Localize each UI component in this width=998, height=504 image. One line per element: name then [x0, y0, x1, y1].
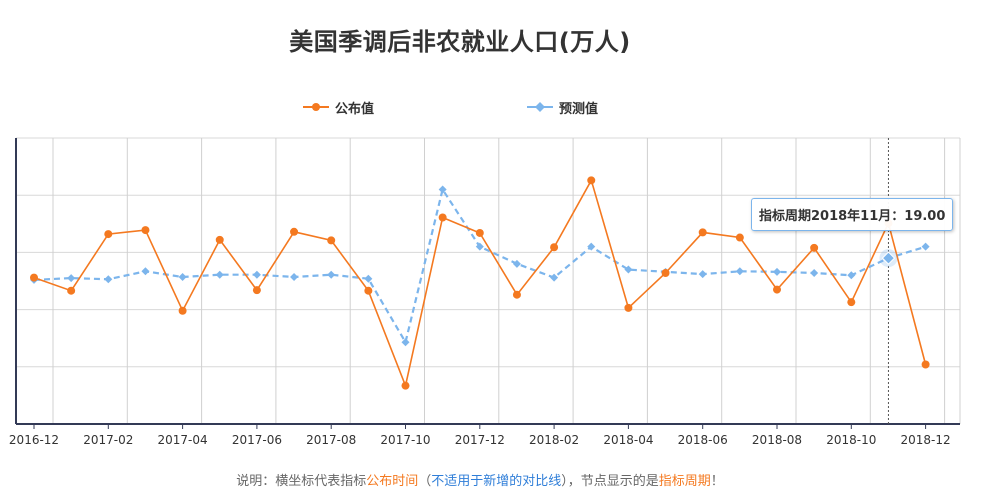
- published-point: [401, 381, 410, 390]
- forecast-point: [252, 270, 261, 279]
- note-period: 指标周期: [658, 474, 711, 489]
- forecast-point: [512, 259, 521, 268]
- published-point: [512, 290, 521, 299]
- forecast-point: [178, 272, 187, 281]
- published-point: [30, 273, 38, 282]
- forecast-point: [735, 267, 744, 276]
- forecast-point: [847, 271, 856, 280]
- published-point: [141, 226, 150, 235]
- legend-forecast-swatch: [527, 102, 553, 112]
- forecast-point: [290, 272, 299, 281]
- hover-point: [881, 251, 896, 265]
- published-point: [847, 298, 856, 307]
- note-suffix: ！: [710, 474, 724, 489]
- x-tick-label: 2017-06: [232, 433, 282, 447]
- x-tick-label: 2017-02: [83, 433, 133, 447]
- published-point: [624, 303, 633, 312]
- forecast-point: [364, 274, 373, 283]
- x-tick-label: 2017-08: [306, 433, 356, 447]
- forecast-point: [327, 270, 336, 279]
- forecast-point: [67, 274, 76, 283]
- x-tick-label: 2018-12: [901, 433, 951, 447]
- forecast-point: [773, 267, 781, 276]
- published-point: [810, 243, 819, 252]
- x-tick-label: 2016-12: [9, 433, 59, 447]
- published-point: [921, 360, 930, 369]
- published-point: [178, 306, 187, 315]
- forecast-point: [215, 270, 224, 279]
- chart-title: 美国季调后非农就业人口(万人): [289, 28, 631, 56]
- forecast-point: [104, 275, 113, 284]
- published-point: [364, 286, 373, 295]
- published-point: [215, 235, 224, 244]
- published-point: [252, 286, 261, 295]
- published-point: [475, 228, 484, 237]
- published-point: [67, 286, 76, 295]
- published-point: [290, 227, 299, 236]
- forecast-point: [438, 185, 447, 194]
- x-tick-label: 2017-12: [455, 433, 505, 447]
- legend-published-swatch: [303, 103, 329, 111]
- chart-note: 说明：横坐标代表指标公布时间（不适用于新增的对比线），节点显示的是指标周期！: [0, 470, 960, 489]
- chart-legend: 公布值 预测值: [0, 96, 998, 118]
- published-point: [327, 236, 336, 245]
- x-tick-label: 2017-10: [380, 433, 430, 447]
- x-tick-label: 2018-04: [603, 433, 653, 447]
- forecast-point: [550, 273, 559, 282]
- x-tick-label: 2018-10: [826, 433, 876, 447]
- legend-item-published[interactable]: 公布值: [303, 96, 374, 118]
- x-tick-label: 2018-08: [752, 433, 802, 447]
- published-point: [735, 233, 744, 242]
- forecast-point: [475, 242, 484, 251]
- forecast-point: [587, 242, 596, 251]
- published-point: [550, 243, 559, 252]
- x-tick-label: 2017-04: [158, 433, 208, 447]
- published-point: [661, 268, 670, 277]
- published-point: [773, 285, 781, 294]
- forecast-point: [921, 242, 930, 251]
- legend-published-label: 公布值: [335, 101, 375, 117]
- published-point: [438, 213, 447, 222]
- x-tick-label: 2018-06: [678, 433, 728, 447]
- note-publish-time: 公布时间: [366, 474, 419, 489]
- published-point: [698, 228, 707, 237]
- x-tick-label: 2018-02: [529, 433, 579, 447]
- data-tooltip: 指标周期2018年11月：19.00: [751, 198, 954, 231]
- note-paren-close: ），节点显示的是: [561, 474, 659, 489]
- published-point: [104, 230, 113, 239]
- forecast-point: [141, 267, 150, 276]
- forecast-point: [401, 338, 410, 347]
- forecast-point: [698, 270, 707, 279]
- note-prefix: 说明：横坐标代表指标: [236, 474, 367, 489]
- forecast-point: [624, 265, 633, 274]
- note-compare-line: 不适用于新增的对比线: [431, 474, 562, 489]
- forecast-point: [810, 268, 819, 277]
- legend-item-forecast[interactable]: 预测值: [527, 96, 598, 118]
- note-paren-open: （: [418, 474, 432, 489]
- published-point: [587, 176, 596, 185]
- legend-forecast-label: 预测值: [559, 101, 599, 117]
